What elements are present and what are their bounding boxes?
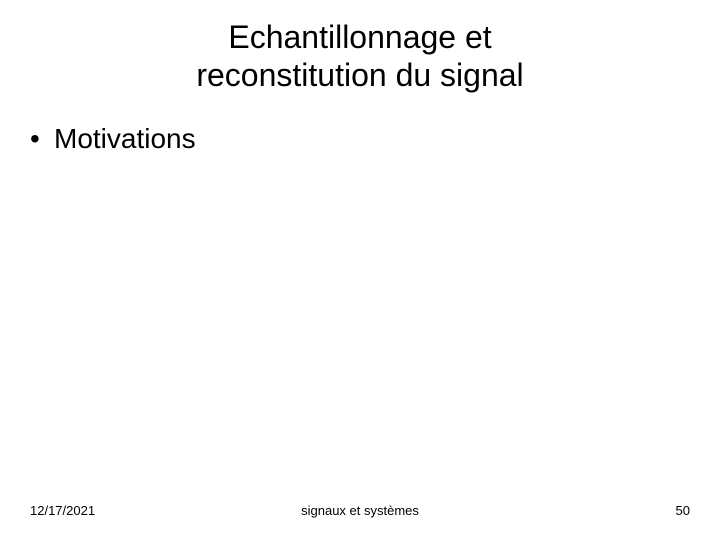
footer-date: 12/17/2021 bbox=[30, 503, 250, 518]
title-line-1: Echantillonnage et bbox=[228, 19, 491, 55]
bullet-list: Motivations bbox=[0, 123, 720, 155]
footer-page-number: 50 bbox=[470, 503, 690, 518]
footer-subject: signaux et systèmes bbox=[250, 503, 470, 518]
slide-title: Echantillonnage et reconstitution du sig… bbox=[0, 18, 720, 95]
bullet-item: Motivations bbox=[30, 123, 720, 155]
title-line-2: reconstitution du signal bbox=[196, 57, 523, 93]
slide-container: Echantillonnage et reconstitution du sig… bbox=[0, 0, 720, 540]
slide-footer: 12/17/2021 signaux et systèmes 50 bbox=[0, 503, 720, 518]
